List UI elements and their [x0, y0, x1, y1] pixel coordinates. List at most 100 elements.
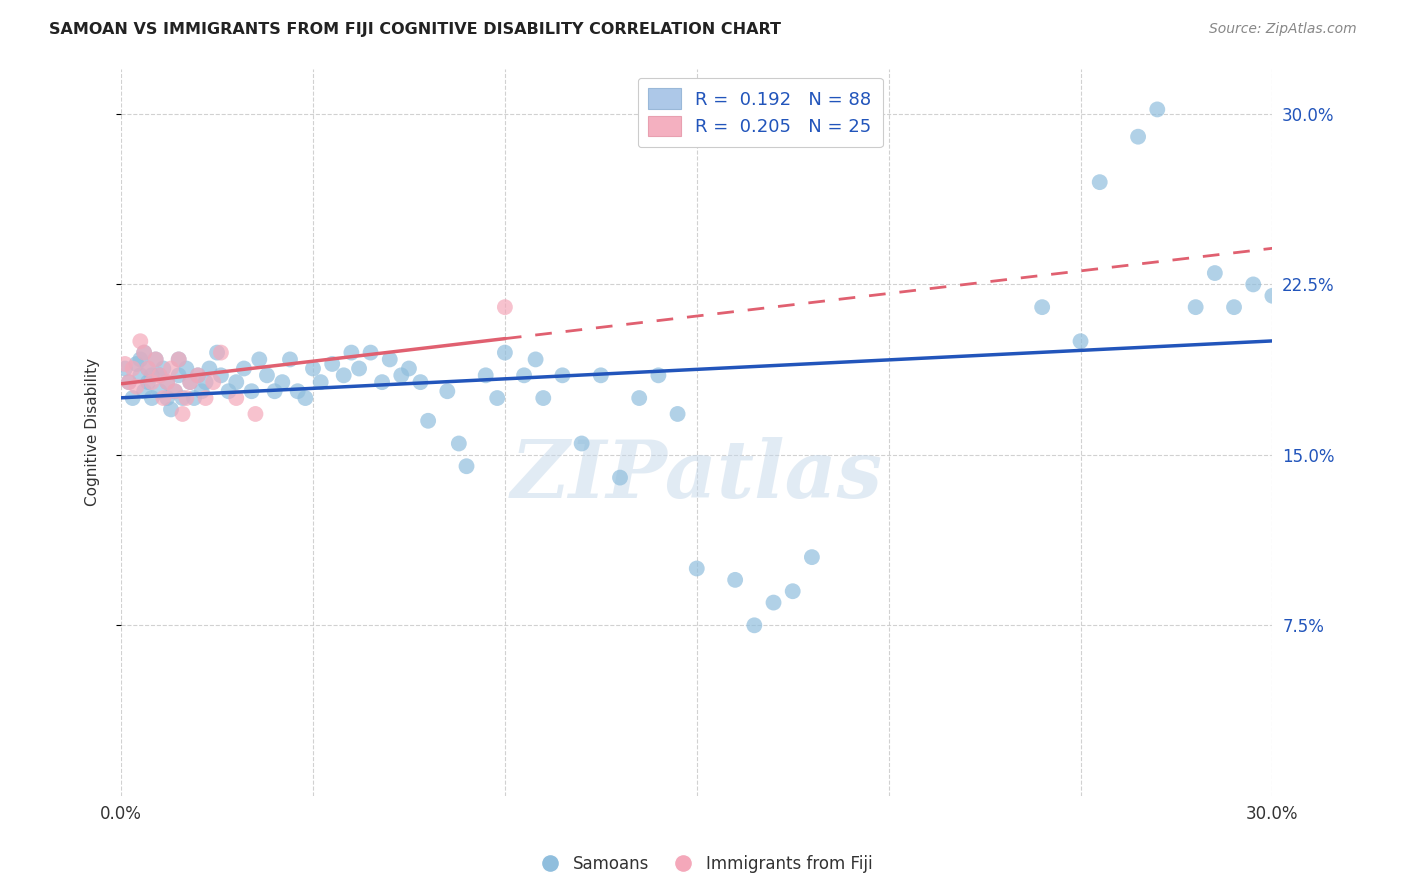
Point: [531, 391, 554, 405]
Point: [152, 391, 174, 405]
Point: [167, 368, 190, 383]
Point: [1223, 300, 1246, 314]
Point: [218, 384, 240, 399]
Point: [686, 561, 709, 575]
Point: [148, 368, 170, 383]
Point: [724, 573, 747, 587]
Point: [494, 300, 516, 314]
Point: [194, 375, 217, 389]
Point: [1146, 103, 1168, 117]
Point: [202, 375, 225, 389]
Point: [589, 368, 612, 383]
Point: [118, 375, 141, 389]
Point: [187, 368, 209, 383]
Point: [148, 384, 170, 399]
Point: [347, 361, 370, 376]
Point: [183, 391, 205, 405]
Point: [129, 352, 152, 367]
Point: [167, 352, 190, 367]
Point: [167, 352, 190, 367]
Point: [145, 352, 167, 367]
Point: [800, 550, 823, 565]
Point: [118, 375, 141, 389]
Text: SAMOAN VS IMMIGRANTS FROM FIJI COGNITIVE DISABILITY CORRELATION CHART: SAMOAN VS IMMIGRANTS FROM FIJI COGNITIVE…: [49, 22, 782, 37]
Point: [474, 368, 496, 383]
Point: [172, 407, 194, 421]
Point: [371, 375, 394, 389]
Point: [145, 352, 167, 367]
Point: [1204, 266, 1226, 280]
Point: [647, 368, 669, 383]
Point: [524, 352, 547, 367]
Point: [456, 459, 478, 474]
Point: [1241, 277, 1264, 292]
Point: [141, 368, 163, 383]
Point: [187, 368, 209, 383]
Point: [418, 414, 440, 428]
Point: [160, 402, 183, 417]
Point: [628, 391, 651, 405]
Point: [114, 361, 136, 376]
Point: [156, 391, 179, 405]
Point: [340, 345, 363, 359]
Point: [136, 361, 159, 376]
Point: [247, 352, 270, 367]
Point: [409, 375, 432, 389]
Point: [148, 368, 170, 383]
Point: [447, 436, 470, 450]
Point: [156, 375, 179, 389]
Legend: R =  0.192   N = 88, R =  0.205   N = 25: R = 0.192 N = 88, R = 0.205 N = 25: [638, 78, 883, 147]
Point: [205, 345, 228, 359]
Point: [436, 384, 458, 399]
Point: [271, 375, 294, 389]
Point: [134, 345, 156, 359]
Y-axis label: Cognitive Disability: Cognitive Disability: [86, 358, 100, 506]
Point: [309, 375, 332, 389]
Point: [125, 357, 148, 371]
Point: [121, 361, 143, 376]
Point: [125, 380, 148, 394]
Point: [256, 368, 278, 383]
Point: [156, 375, 179, 389]
Point: [152, 361, 174, 376]
Point: [176, 391, 198, 405]
Point: [190, 384, 212, 399]
Point: [134, 345, 156, 359]
Point: [225, 391, 247, 405]
Point: [1031, 300, 1053, 314]
Point: [551, 368, 574, 383]
Point: [1261, 289, 1284, 303]
Point: [332, 368, 354, 383]
Point: [129, 334, 152, 349]
Point: [609, 470, 631, 484]
Point: [232, 361, 254, 376]
Point: [129, 368, 152, 383]
Point: [194, 391, 217, 405]
Point: [1088, 175, 1111, 189]
Point: [302, 361, 325, 376]
Point: [494, 345, 516, 359]
Point: [121, 391, 143, 405]
Point: [513, 368, 536, 383]
Point: [744, 618, 766, 632]
Point: [136, 361, 159, 376]
Point: [486, 391, 509, 405]
Point: [163, 384, 186, 399]
Point: [360, 345, 382, 359]
Point: [294, 391, 316, 405]
Point: [179, 375, 201, 389]
Text: Source: ZipAtlas.com: Source: ZipAtlas.com: [1209, 22, 1357, 37]
Point: [398, 361, 420, 376]
Point: [287, 384, 309, 399]
Point: [571, 436, 593, 450]
Point: [160, 361, 183, 376]
Legend: Samoans, Immigrants from Fiji: Samoans, Immigrants from Fiji: [526, 848, 880, 880]
Point: [136, 375, 159, 389]
Point: [114, 357, 136, 371]
Point: [321, 357, 343, 371]
Text: ZIPatlas: ZIPatlas: [510, 437, 883, 515]
Point: [209, 368, 232, 383]
Point: [209, 345, 232, 359]
Point: [198, 361, 221, 376]
Point: [1126, 129, 1149, 144]
